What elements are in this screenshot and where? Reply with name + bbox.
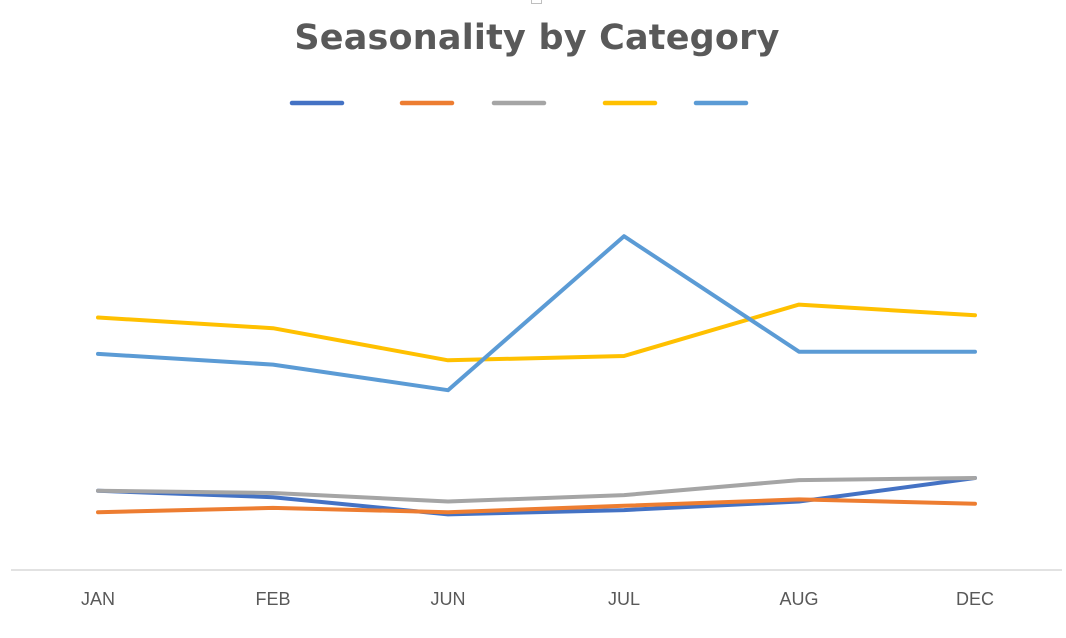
x-tick-label: DEC	[956, 589, 994, 609]
chart-title: Seasonality by Category	[294, 18, 780, 58]
x-tick-label: AUG	[779, 589, 818, 609]
series-line-5	[96, 234, 977, 393]
x-tick-label: JUN	[431, 589, 466, 609]
series-line-1	[96, 476, 977, 517]
x-axis-ticks: JAN FEB JUN JUL AUG DEC	[81, 589, 994, 609]
x-tick-label: FEB	[255, 589, 290, 609]
series-line-3	[96, 476, 977, 504]
chart-resize-handle[interactable]	[531, 0, 542, 4]
series-line-2	[96, 497, 977, 515]
series-line-4	[96, 302, 977, 363]
series-layer	[96, 234, 977, 517]
x-tick-label: JAN	[81, 589, 115, 609]
x-tick-label: JUL	[608, 589, 640, 609]
